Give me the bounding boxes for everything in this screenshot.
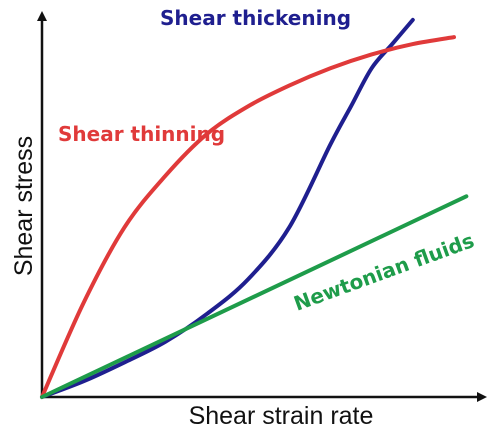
series-label-shear-thinning: Shear thinning [58,122,225,146]
series-layer [40,17,469,399]
series-line-shear-thickening [40,17,415,399]
series-label-newtonian-fluids: Newtonian fluids [291,228,478,316]
series-line-shear-thinning [40,35,456,399]
series-label-shear-thickening: Shear thickening [160,6,351,30]
x-axis-label: Shear strain rate [189,402,374,429]
y-axis-label: Shear stress [10,136,38,276]
series-line-newtonian-fluids [40,194,469,399]
